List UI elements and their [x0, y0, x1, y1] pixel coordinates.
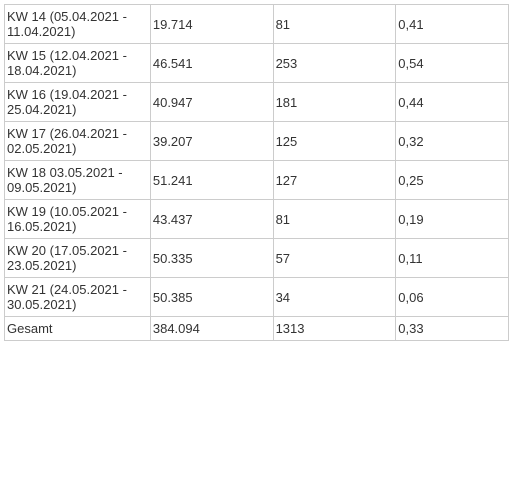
- table-body: KW 14 (05.04.2021 - 11.04.2021) 19.714 8…: [5, 5, 509, 341]
- table-row: KW 19 (10.05.2021 - 16.05.2021) 43.437 8…: [5, 200, 509, 239]
- cell-value: 50.335: [150, 239, 273, 278]
- cell-value: 81: [273, 200, 396, 239]
- cell-value: 0,11: [396, 239, 509, 278]
- cell-value: 0,25: [396, 161, 509, 200]
- cell-value: 0,41: [396, 5, 509, 44]
- cell-value: 125: [273, 122, 396, 161]
- cell-label: Gesamt: [5, 317, 151, 341]
- cell-label: KW 14 (05.04.2021 - 11.04.2021): [5, 5, 151, 44]
- table-row: KW 17 (26.04.2021 - 02.05.2021) 39.207 1…: [5, 122, 509, 161]
- cell-value: 57: [273, 239, 396, 278]
- table-row: KW 16 (19.04.2021 - 25.04.2021) 40.947 1…: [5, 83, 509, 122]
- cell-label: KW 21 (24.05.2021 - 30.05.2021): [5, 278, 151, 317]
- cell-label: KW 18 03.05.2021 - 09.05.2021): [5, 161, 151, 200]
- cell-value: 19.714: [150, 5, 273, 44]
- cell-value: 40.947: [150, 83, 273, 122]
- cell-value: 50.385: [150, 278, 273, 317]
- cell-value: 0,19: [396, 200, 509, 239]
- cell-label: KW 16 (19.04.2021 - 25.04.2021): [5, 83, 151, 122]
- table-row: KW 14 (05.04.2021 - 11.04.2021) 19.714 8…: [5, 5, 509, 44]
- cell-value: 39.207: [150, 122, 273, 161]
- cell-label: KW 19 (10.05.2021 - 16.05.2021): [5, 200, 151, 239]
- table-row-total: Gesamt 384.094 1313 0,33: [5, 317, 509, 341]
- cell-value: 181: [273, 83, 396, 122]
- cell-value: 46.541: [150, 44, 273, 83]
- cell-value: 0,32: [396, 122, 509, 161]
- cell-value: 1313: [273, 317, 396, 341]
- table-row: KW 20 (17.05.2021 - 23.05.2021) 50.335 5…: [5, 239, 509, 278]
- cell-value: 0,44: [396, 83, 509, 122]
- cell-value: 253: [273, 44, 396, 83]
- cell-value: 34: [273, 278, 396, 317]
- cell-label: KW 20 (17.05.2021 - 23.05.2021): [5, 239, 151, 278]
- cell-value: 43.437: [150, 200, 273, 239]
- table-row: KW 21 (24.05.2021 - 30.05.2021) 50.385 3…: [5, 278, 509, 317]
- cell-value: 51.241: [150, 161, 273, 200]
- cell-label: KW 17 (26.04.2021 - 02.05.2021): [5, 122, 151, 161]
- table-row: KW 18 03.05.2021 - 09.05.2021) 51.241 12…: [5, 161, 509, 200]
- cell-value: 0,06: [396, 278, 509, 317]
- table-row: KW 15 (12.04.2021 - 18.04.2021) 46.541 2…: [5, 44, 509, 83]
- data-table: KW 14 (05.04.2021 - 11.04.2021) 19.714 8…: [4, 4, 509, 341]
- cell-value: 0,54: [396, 44, 509, 83]
- cell-value: 0,33: [396, 317, 509, 341]
- cell-value: 384.094: [150, 317, 273, 341]
- cell-label: KW 15 (12.04.2021 - 18.04.2021): [5, 44, 151, 83]
- cell-value: 127: [273, 161, 396, 200]
- cell-value: 81: [273, 5, 396, 44]
